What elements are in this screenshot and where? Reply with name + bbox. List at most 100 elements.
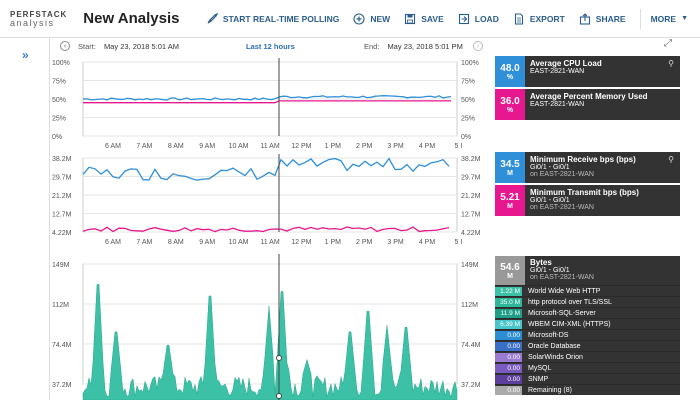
x-tick-label: 11 AM — [260, 143, 279, 150]
time-range-selector[interactable]: Last 12 hours — [246, 41, 295, 51]
bytes-row-label: Remaining (8) — [528, 387, 572, 394]
bytes-title: Bytes — [530, 258, 552, 267]
memory-info: Average Percent Memory Used EAST-2821-WA… — [525, 89, 680, 120]
export-button[interactable]: EXPORT — [513, 12, 565, 25]
bytes-value-box: 54.6 M — [495, 256, 525, 285]
save-button[interactable]: SAVE — [404, 13, 444, 25]
legend-item-cpu[interactable]: 48.0 % Average CPU Load EAST-2821-WAN ⚲ — [495, 56, 680, 87]
x-tick-label: 4 PM — [419, 143, 436, 150]
share-button[interactable]: SHARE — [579, 12, 626, 25]
y-tick-label-right: 74.4M — [461, 342, 481, 349]
x-tick-label: 8 AM — [168, 143, 184, 150]
toolbar: START REAL-TIME POLLING NEW SAVE LOAD EX… — [206, 0, 700, 38]
bytes-row-value: 6.39 M — [495, 320, 522, 329]
bytes-row-value: 0.00 — [495, 386, 522, 395]
x-tick-label: 9 AM — [199, 239, 215, 246]
x-tick-label: 5 I — [455, 143, 463, 150]
time-range-bar: ‹ Start: May 23, 2018 5:01 AM Last 12 ho… — [50, 38, 700, 54]
bytes-row-label: WBEM CIM-XML (HTTPS) — [528, 321, 611, 328]
legend-item-receive[interactable]: 34.5 M Minimum Receive bps (bps) Gi0/1 -… — [495, 152, 680, 183]
start-value[interactable]: May 23, 2018 5:01 AM — [103, 41, 179, 51]
perfstack-logo[interactable]: PERFSTACK analysis — [0, 10, 67, 28]
bytes-interface: Gi0/1 - Gi0/1 — [530, 267, 570, 274]
export-label: EXPORT — [529, 13, 565, 24]
bytes-legend-row[interactable]: 6.39 M WBEM CIM-XML (HTTPS) — [495, 318, 680, 329]
y-tick-label-right: 50% — [461, 97, 475, 104]
x-tick-label: 12 PM — [291, 239, 311, 246]
cpu-load-line — [82, 95, 452, 101]
chevron-right-icon[interactable]: › — [472, 41, 483, 51]
y-tick-label: 74.4M — [52, 342, 72, 349]
pin-icon[interactable]: ⚲ — [668, 59, 674, 68]
bytes-legend-row[interactable]: 11.9 M Microsoft-SQL-Server — [495, 307, 680, 318]
cpu-value: 48.0 — [500, 62, 520, 74]
x-tick-label: 10 AM — [229, 143, 249, 150]
plus-circle-icon — [353, 12, 365, 25]
bytes-legend-row[interactable]: 0.00 Remaining (8) — [495, 384, 680, 395]
expand-sidebar-icon[interactable]: » — [22, 48, 29, 62]
legend-item-bytes[interactable]: 54.6 M Bytes Gi0/1 - Gi0/1 on EAST-2821-… — [495, 256, 680, 285]
chart1-y-labels: 100% 75% 50% 25% 0% — [52, 60, 70, 141]
bytes-row-value: 0.00 — [495, 353, 522, 362]
cpu-memory-chart[interactable]: 100% 75% 50% 25% 0% 100% 75% 50% 25% 0% 6 AM 7 AM… — [50, 54, 490, 150]
transmit-interface: Gi0/1 - Gi0/1 — [530, 197, 570, 204]
chart3-cursor-point — [276, 393, 282, 399]
bytes-legend-row[interactable]: 0.00 SNMP — [495, 373, 680, 384]
bytes-row-label: World Wide Web HTTP — [528, 288, 601, 295]
bps-chart[interactable]: 38.2M 29.7M 21.2M 12.7M 4.22M 38.2M 29.7M 21.2… — [50, 150, 490, 246]
end-value[interactable]: May 23, 2018 5:01 PM — [387, 41, 463, 51]
bytes-row-value: 35.0 M — [495, 298, 522, 307]
app-header: PERFSTACK analysis New Analysis START RE… — [0, 0, 700, 38]
y-tick-label-right: 4.22M — [461, 230, 481, 237]
more-button[interactable]: MORE ▼ — [651, 14, 688, 24]
cpu-value-box: 48.0 % — [495, 56, 525, 87]
bytes-chart[interactable]: 149M 112M 74.4M 37.2M 149M 112M 74.4M 37.2M — [50, 250, 490, 400]
x-tick-label: 6 AM — [105, 143, 121, 150]
load-button[interactable]: LOAD — [458, 13, 499, 25]
bytes-legend-row[interactable]: 0.00 SolarWinds Orion — [495, 351, 680, 362]
bytes-legend-row[interactable]: 0.00 Microsoft-DS — [495, 329, 680, 340]
fullscreen-icon[interactable]: ⤢ — [664, 38, 672, 49]
start-polling-label: START REAL-TIME POLLING — [222, 13, 340, 24]
bytes-row-value: 11.9 M — [495, 309, 522, 318]
legend-item-transmit[interactable]: 5.21 M Minimum Transmit bps (bps) Gi0/1 … — [495, 185, 680, 216]
receive-value: 34.5 — [500, 158, 520, 170]
pin-icon[interactable]: ⚲ — [668, 155, 674, 164]
bytes-legend-row[interactable]: 0.00 Oracle Database — [495, 340, 680, 351]
bytes-node: on EAST-2821-WAN — [530, 274, 594, 281]
bytes-legend-row[interactable]: 0.00 MySQL — [495, 362, 680, 373]
chevron-left-icon[interactable]: ‹ — [60, 41, 70, 51]
chart3-cursor-point — [276, 355, 282, 361]
start-label: Start: — [78, 41, 96, 51]
receive-value-box: 34.5 M — [495, 152, 525, 183]
start-polling-button[interactable]: START REAL-TIME POLLING — [206, 12, 340, 25]
y-tick-label: 100% — [52, 60, 70, 67]
receive-unit: M — [507, 169, 513, 177]
chart3-y-labels: 149M 112M 74.4M 37.2M — [52, 262, 72, 389]
new-button[interactable]: NEW — [353, 12, 390, 25]
share-label: SHARE — [595, 13, 626, 24]
receive-info: Minimum Receive bps (bps) Gi0/1 - Gi0/1 … — [525, 152, 680, 183]
bytes-row-value: 0.00 — [495, 375, 522, 384]
transmit-unit: M — [507, 202, 513, 210]
x-tick-label: 6 AM — [105, 239, 121, 246]
transmit-bps-line — [82, 226, 450, 233]
bytes-legend-row[interactable]: 1.22 M World Wide Web HTTP — [495, 285, 680, 296]
bytes-info: Bytes Gi0/1 - Gi0/1 on EAST-2821-WAN — [525, 256, 680, 285]
chart2-y-labels: 38.2M 29.7M 21.2M 12.7M 4.22M — [52, 156, 72, 237]
y-tick-label: 29.7M — [52, 175, 72, 182]
transmit-info: Minimum Transmit bps (bps) Gi0/1 - Gi0/1… — [525, 185, 680, 216]
legend-item-memory[interactable]: 36.0 % Average Percent Memory Used EAST-… — [495, 89, 680, 120]
x-tick-label: 4 PM — [419, 239, 436, 246]
x-tick-label: 3 PM — [387, 143, 404, 150]
x-tick-label: 1 PM — [325, 143, 342, 150]
x-tick-label: 2 PM — [356, 143, 373, 150]
left-sidebar: » — [0, 38, 50, 400]
cpu-unit: % — [506, 73, 514, 81]
bytes-row-label: Microsoft-SQL-Server — [528, 310, 596, 317]
end-group: End: May 23, 2018 5:01 PM › — [364, 41, 483, 51]
bytes-legend-row[interactable]: 35.0 M http protocol over TLS/SSL — [495, 296, 680, 307]
bytes-row-label: SNMP — [528, 376, 549, 383]
y-tick-label-right: 12.7M — [461, 212, 481, 219]
bytes-row-label: MySQL — [528, 365, 552, 372]
